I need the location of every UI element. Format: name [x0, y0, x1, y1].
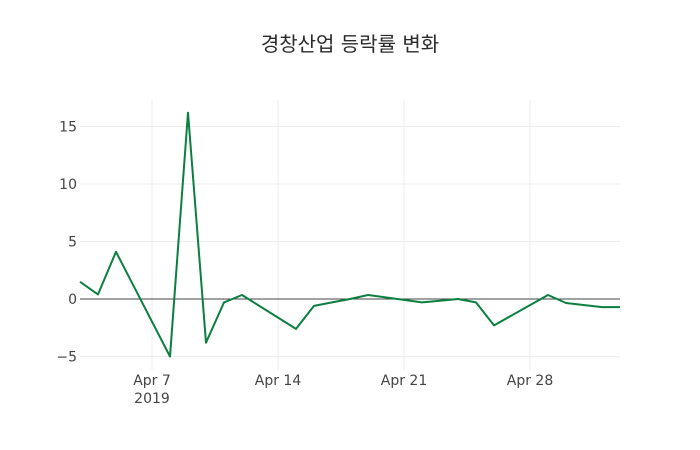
x-tick-year-label: 2019 [134, 391, 170, 407]
y-tick-label: 10 [59, 177, 77, 193]
y-tick-label: 0 [68, 292, 77, 308]
x-tick-label: Apr 21 [381, 373, 427, 389]
y-tick-label: 15 [59, 120, 77, 136]
x-tick-label: Apr 7 [133, 373, 171, 389]
data-series [79, 111, 620, 358]
chart-title: 경창산업 등락률 변화 [260, 32, 440, 56]
y-tick-label: 5 [68, 235, 77, 251]
y-axis-ticks: 15 10 5 0 −5 [56, 120, 77, 366]
x-tick-label: Apr 14 [255, 373, 302, 389]
series-line [79, 111, 620, 358]
y-tick-label: −5 [56, 350, 77, 366]
x-tick-label: Apr 28 [507, 373, 553, 389]
x-axis-ticks: Apr 7 2019 Apr 14 Apr 21 Apr 28 [133, 373, 553, 407]
gridlines [80, 100, 620, 370]
